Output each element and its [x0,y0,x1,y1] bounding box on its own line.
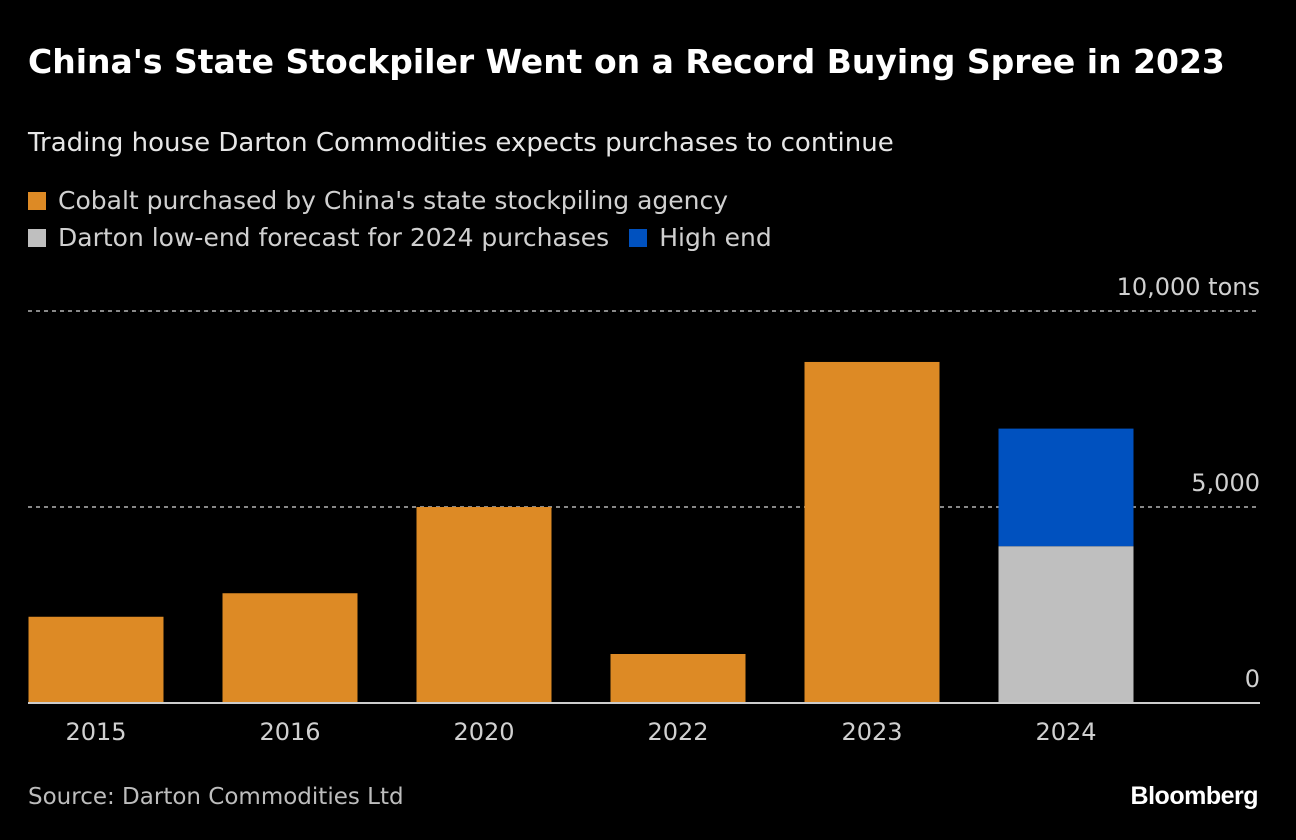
legend-row-1: Cobalt purchased by China's state stockp… [28,186,728,215]
x-tick-label: 2015 [65,718,126,746]
legend-row-2: Darton low-end forecast for 2024 purchas… [28,223,772,252]
bar-2015-series-0 [28,616,164,703]
bar-2022-series-0 [610,654,746,703]
chart-subtitle: Trading house Darton Commodities expects… [28,128,894,158]
y-tick-label: 0 [1245,665,1260,693]
source-note: Source: Darton Commodities Ltd [28,784,404,810]
legend-swatch-low [28,228,46,247]
x-tick-label: 2023 [841,718,902,746]
y-tick-label: 10,000 tons [1117,273,1260,301]
bar-2016-series-0 [222,593,358,703]
bar-2024-series-1 [998,546,1134,703]
x-tick-label: 2024 [1035,718,1096,746]
bar-2023-series-0 [804,361,940,703]
bar-2020-series-0 [416,507,552,703]
bar-2024-series-2 [998,428,1134,547]
chart-title: China's State Stockpiler Went on a Recor… [28,42,1225,81]
x-tick-label: 2020 [453,718,514,746]
legend-label-low: Darton low-end forecast for 2024 purchas… [58,223,610,252]
y-tick-label: 5,000 [1191,469,1260,497]
x-tick-label: 2022 [647,718,708,746]
bloomberg-logo: Bloomberg [1130,782,1259,810]
legend-swatch-cobalt [28,191,46,210]
legend-swatch-high [629,228,648,247]
x-tick-label: 2016 [259,718,320,746]
legend-label-cobalt: Cobalt purchased by China's state stockp… [58,186,729,215]
legend-label-high: High end [659,223,772,252]
